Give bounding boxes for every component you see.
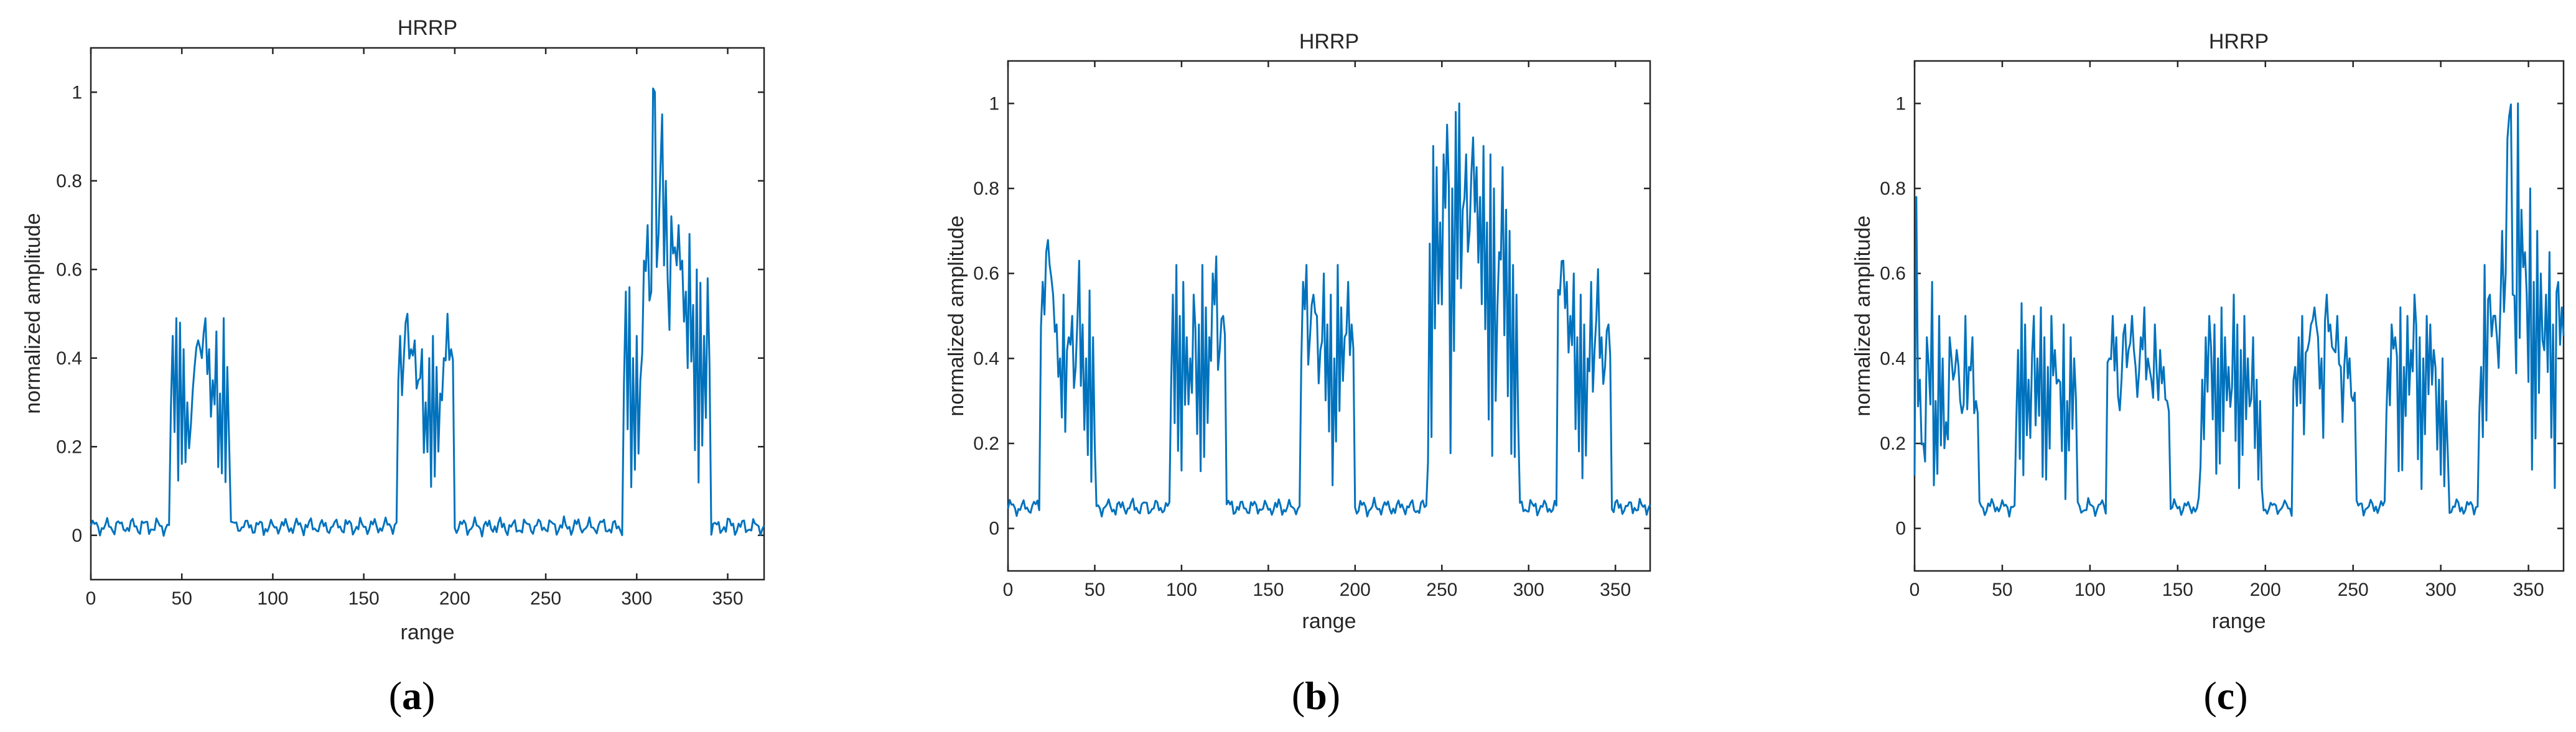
x-tick-label: 300	[2425, 580, 2457, 600]
x-tick-label: 0	[1003, 580, 1014, 600]
plot-frame	[1007, 60, 1651, 572]
y-tick-label: 0.6	[56, 259, 82, 280]
x-tick-label: 300	[621, 588, 652, 609]
x-axis-label: range	[401, 621, 455, 644]
y-tick-label: 1	[1895, 93, 1906, 114]
x-tick-label: 200	[439, 588, 470, 609]
x-axis-label: range	[2212, 609, 2266, 633]
y-tick-label: 0.4	[1880, 348, 1906, 369]
y-tick-label: 0.8	[973, 178, 999, 199]
plot-frame	[90, 47, 765, 581]
y-tick-label: 1	[72, 82, 82, 103]
x-tick-label: 50	[172, 588, 192, 609]
x-tick-label: 150	[348, 588, 380, 609]
y-tick-label: 0.2	[973, 433, 999, 454]
y-tick-label: 1	[989, 93, 999, 114]
x-tick-label: 350	[2513, 580, 2544, 600]
x-tick-label: 150	[1253, 580, 1284, 600]
y-tick-label: 0	[989, 519, 999, 539]
plot-frame	[1913, 60, 2565, 572]
x-tick-label: 200	[1340, 580, 1371, 600]
x-tick-label: 250	[1426, 580, 1457, 600]
panel-caption: (c)	[2203, 674, 2247, 718]
caption-letter: c	[2217, 674, 2234, 718]
x-tick-label: 250	[2338, 580, 2369, 600]
x-tick-label: 200	[2250, 580, 2281, 600]
x-tick-label: 100	[1166, 580, 1197, 600]
y-tick-label: 0	[72, 526, 82, 546]
panel-caption: (b)	[1292, 674, 1340, 718]
x-axis-label: range	[1302, 609, 1356, 633]
y-tick-label: 0.6	[1880, 264, 1906, 284]
panel-caption: (a)	[389, 674, 436, 718]
x-tick-label: 100	[257, 588, 288, 609]
y-tick-label: 0.2	[1880, 433, 1906, 454]
x-tick-label: 0	[86, 588, 96, 609]
caption-letter: b	[1305, 674, 1327, 718]
y-tick-label: 0.8	[56, 171, 82, 192]
panel-c: HRRP 0 50 100 150 200 250 300 350 0 0.2 0.4 0.6 0.8 1…	[1851, 30, 2565, 718]
x-tick-label: 150	[2162, 580, 2193, 600]
y-axis-label: normalized amplitude	[1851, 215, 1875, 416]
x-tick-label: 50	[1992, 580, 2012, 600]
series-line-hrrp	[1007, 102, 1651, 517]
y-axis-label: normalized amplitude	[945, 215, 968, 416]
chart-title: HRRP	[2209, 30, 2269, 53]
x-tick-label: 0	[1910, 580, 1920, 600]
chart-title: HRRP	[1299, 30, 1359, 53]
x-tick-label: 350	[1600, 580, 1631, 600]
x-tick-label: 350	[712, 588, 743, 609]
y-axis-label: normalized amplitude	[21, 213, 45, 414]
y-tick-label: 0.8	[1880, 178, 1906, 199]
series-line-hrrp	[90, 87, 765, 538]
x-tick-label: 250	[530, 588, 561, 609]
y-tick-label: 0	[1895, 519, 1906, 539]
x-tick-label: 300	[1513, 580, 1544, 600]
ticks: 0 50 100 150 200 250 300 350 0 0.2 0.4 0.6 0.8 1	[1880, 61, 2564, 600]
y-tick-label: 0.4	[973, 348, 999, 369]
caption-letter: a	[402, 674, 422, 718]
y-tick-label: 0.6	[973, 264, 999, 284]
y-tick-label: 0.4	[56, 348, 82, 369]
chart-title: HRRP	[398, 16, 457, 40]
x-tick-label: 100	[2074, 580, 2106, 600]
x-tick-label: 50	[1085, 580, 1105, 600]
y-tick-label: 0.2	[56, 437, 82, 457]
panel-a: HRRP 0 50 100 150 200 250 300 350 0 0.2 0.4 0.6 0.8 1…	[21, 16, 765, 718]
ticks: 0 50 100 150 200 250 300 350 0 0.2 0.4 0.6 0.8 1	[973, 61, 1650, 600]
series-line-hrrp	[1913, 102, 2565, 518]
panel-b: HRRP 0 50 100 150 200 250 300 350 0 0.2 0.4 0.6 0.8 1…	[945, 30, 1651, 718]
ticks: 0 50 100 150 200 250 300 350 0 0.2 0.4 0.6 0.8 1	[56, 48, 764, 609]
